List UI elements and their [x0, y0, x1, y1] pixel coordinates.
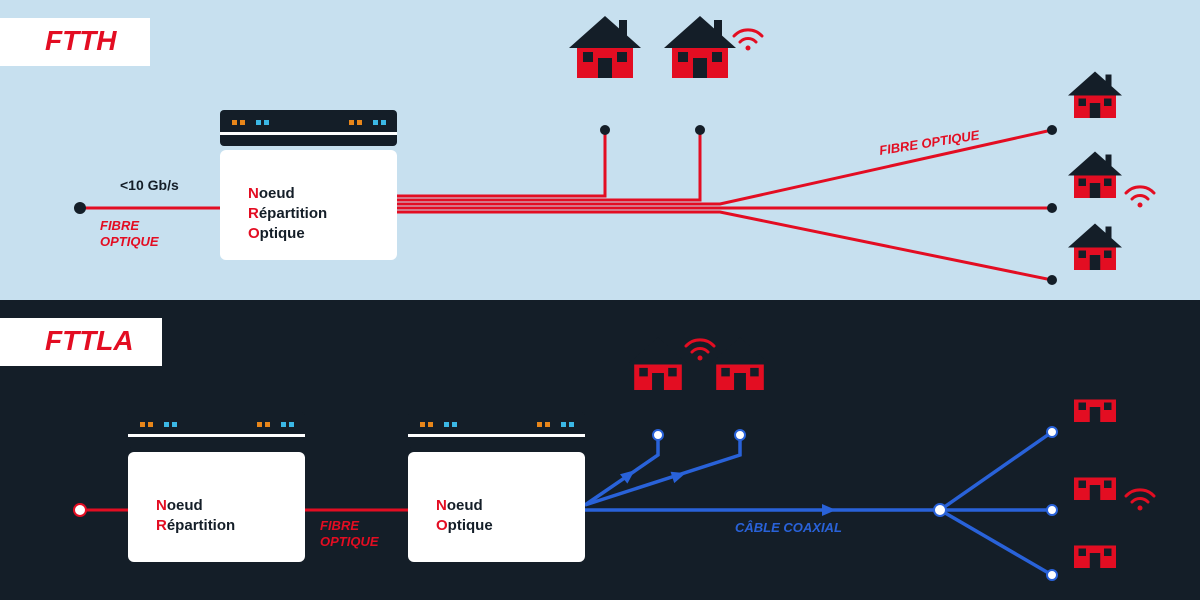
fttla-endpoint: [1047, 505, 1057, 515]
fttla-input-dot: [74, 504, 86, 516]
ftth-endpoint: [1047, 275, 1057, 285]
fttla-nr-box: Noeud Répartition: [128, 412, 305, 562]
fttla-mid-label: OPTIQUE: [320, 534, 379, 549]
ftth-nro-box-label: Optique: [248, 225, 305, 242]
ftth-input-label: OPTIQUE: [100, 234, 159, 249]
fttla-no-box-label: Optique: [436, 517, 493, 534]
fttla-no-box: Noeud Optique: [408, 412, 585, 562]
fttla-nr-box-label: Répartition: [156, 517, 235, 534]
ftth-title: FTTH: [45, 25, 117, 56]
fttla-endpoint: [653, 430, 663, 440]
fttla-no-box-label: Noeud: [436, 497, 483, 514]
fttla-mid-label: FIBRE: [320, 518, 359, 533]
ftth-input-label: FIBRE: [100, 218, 139, 233]
ftth-nro-box-label: Répartition: [248, 205, 327, 222]
ftth-endpoint: [695, 125, 705, 135]
ftth-nro-box-label: Noeud: [248, 185, 295, 202]
fttla-nr-box-label: Noeud: [156, 497, 203, 514]
fttla-junction: [934, 504, 946, 516]
fttla-endpoint: [1047, 570, 1057, 580]
fttla-coax-label: CÂBLE COAXIAL: [735, 520, 842, 535]
ftth-input-dot: [74, 202, 86, 214]
ftth-endpoint: [1047, 203, 1057, 213]
fttla-endpoint: [1047, 427, 1057, 437]
ftth-speed-label: <10 Gb/s: [120, 177, 179, 193]
ftth-endpoint: [600, 125, 610, 135]
ftth-endpoint: [1047, 125, 1057, 135]
fttla-endpoint: [735, 430, 745, 440]
ftth-nro-box: Noeud Répartition Optique: [220, 110, 397, 260]
fttla-title: FTTLA: [45, 325, 134, 356]
